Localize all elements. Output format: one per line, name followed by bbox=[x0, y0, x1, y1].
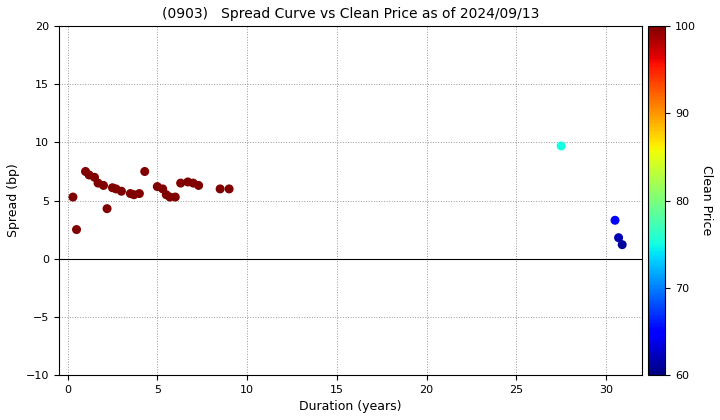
Point bbox=[616, 241, 628, 248]
Point bbox=[175, 180, 186, 186]
Point bbox=[102, 205, 113, 212]
Point bbox=[128, 192, 140, 198]
Point bbox=[89, 174, 100, 181]
Point bbox=[169, 194, 181, 200]
Point bbox=[84, 172, 95, 178]
Point bbox=[193, 182, 204, 189]
Point bbox=[116, 188, 127, 194]
Point bbox=[110, 186, 122, 192]
Point bbox=[555, 142, 567, 149]
Point bbox=[182, 178, 194, 185]
Point bbox=[134, 190, 145, 197]
Title: (0903)   Spread Curve vs Clean Price as of 2024/09/13: (0903) Spread Curve vs Clean Price as of… bbox=[161, 7, 539, 21]
Point bbox=[164, 194, 176, 200]
Point bbox=[80, 168, 91, 175]
Point bbox=[215, 186, 226, 192]
Point bbox=[139, 168, 150, 175]
Point bbox=[157, 186, 168, 192]
Point bbox=[187, 180, 199, 186]
Point bbox=[613, 234, 624, 241]
Point bbox=[151, 183, 163, 190]
Y-axis label: Clean Price: Clean Price bbox=[700, 165, 713, 236]
Point bbox=[98, 182, 109, 189]
Point bbox=[223, 186, 235, 192]
Point bbox=[92, 180, 104, 186]
Y-axis label: Spread (bp): Spread (bp) bbox=[7, 164, 20, 237]
Point bbox=[71, 226, 82, 233]
Point bbox=[107, 184, 118, 191]
Point bbox=[161, 192, 172, 198]
X-axis label: Duration (years): Duration (years) bbox=[299, 400, 402, 413]
Point bbox=[609, 217, 621, 223]
Point bbox=[125, 190, 136, 197]
Point bbox=[67, 194, 78, 200]
